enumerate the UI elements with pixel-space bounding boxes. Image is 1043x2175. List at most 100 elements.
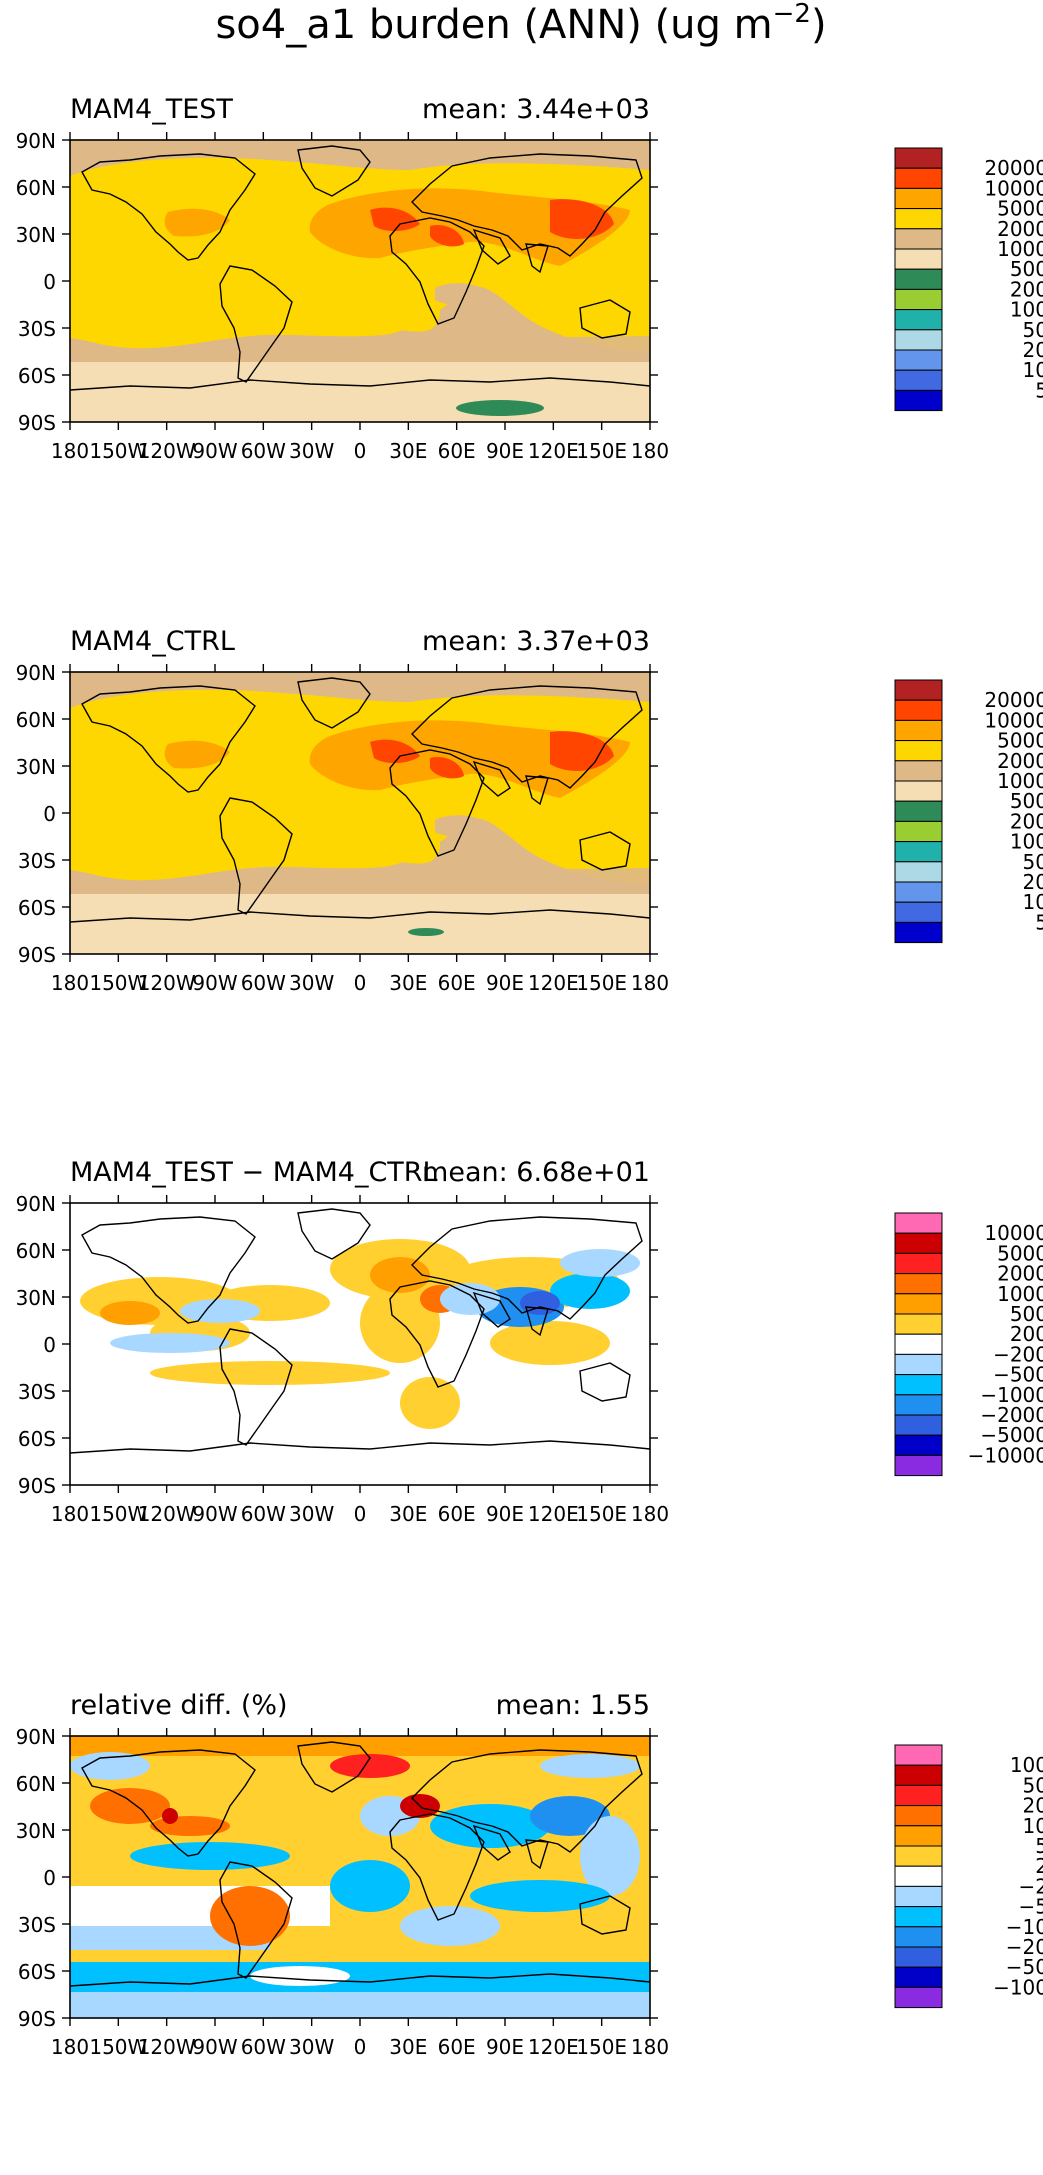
contour-field: [70, 1736, 650, 2018]
lon-tick-label: 90W: [192, 439, 237, 463]
lon-tick-label: 30W: [289, 971, 334, 995]
colorbar-label: 500: [1010, 1302, 1043, 1326]
colorbar-label: 20000: [984, 156, 1043, 180]
colorbar-label: 20000: [984, 688, 1043, 712]
colorbar-swatch: [894, 1744, 943, 1766]
colorbar-label: 5000: [997, 1241, 1043, 1265]
colorbar-label: 5: [1035, 910, 1043, 934]
lat-tick-label: 60S: [18, 1960, 56, 1984]
lon-tick-label: 60W: [241, 1502, 286, 1526]
panel-mean: mean: 3.37e+03: [422, 626, 650, 657]
contour-field: [70, 1203, 650, 1485]
lon-tick-label: 120E: [528, 1502, 579, 1526]
colorbar-swatch: [894, 1454, 943, 1477]
colorbar-swatch: [894, 1764, 943, 1786]
contour-field: [70, 140, 650, 422]
lon-tick-label: 120W: [138, 971, 196, 995]
colorbar-swatch: [894, 1252, 943, 1275]
colorbar-swatch: [894, 1784, 943, 1807]
lon-tick-label: 150W: [89, 971, 147, 995]
colorbar-swatch: [894, 329, 943, 351]
colorbar-label: 1000: [997, 237, 1043, 261]
colorbar-swatch: [894, 921, 943, 944]
colorbar-label: 1000: [997, 1282, 1043, 1306]
lon-tick-label: 180: [631, 2035, 669, 2059]
colorbar-swatch: [894, 1865, 943, 1887]
lat-tick-label: 0: [43, 270, 56, 294]
colorbar-label: −5000: [980, 1423, 1043, 1447]
lat-tick-label: 0: [43, 1866, 56, 1890]
panel-title: MAM4_TEST − MAM4_CTRL: [70, 1157, 438, 1188]
lon-tick-label: 30E: [389, 971, 427, 995]
colorbar-label: 200: [1010, 1322, 1043, 1346]
panel-title: MAM4_CTRL: [70, 626, 235, 657]
colorbar-label: 10000: [984, 176, 1043, 200]
colorbar-swatch: [894, 740, 943, 762]
colorbar-label: −1000: [980, 1383, 1043, 1407]
colorbar-swatch: [894, 389, 943, 412]
contour-field: [70, 672, 650, 954]
colorbar-swatch: [894, 288, 943, 311]
colorbar-label: 100: [1010, 830, 1043, 854]
panel-1: MAM4_TEST mean: 3.44e+03 90N 60N 30N 0 30S 60S 9…: [16, 94, 1043, 463]
colorbar-swatch: [894, 1353, 943, 1376]
colorbar-swatch: [894, 1885, 943, 1908]
colorbar-label: 10000: [984, 1221, 1043, 1245]
colorbar-swatch: [894, 1434, 943, 1456]
figure-title: so4_a1 burden (ANN) (ug m−2): [215, 0, 826, 48]
colorbar-swatch: [894, 248, 943, 270]
lat-tick-label: 90S: [18, 1474, 56, 1498]
lon-tick-label: 180: [631, 1502, 669, 1526]
colorbar-swatch: [894, 309, 943, 331]
colorbar-label: 5: [1035, 378, 1043, 402]
lat-tick-label: 60S: [18, 896, 56, 920]
colorbar-label: 20: [1023, 1794, 1043, 1818]
lon-tick-label: 180: [631, 971, 669, 995]
lon-tick-label: 30E: [389, 1502, 427, 1526]
colorbar-label: 200: [1010, 277, 1043, 301]
lat-tick-label: 30S: [18, 1380, 56, 1404]
lat-tick-label: 30S: [18, 849, 56, 873]
colorbar-label: −5: [1019, 1895, 1043, 1919]
colorbar-swatch: [894, 1212, 943, 1234]
lat-tick-label: 30N: [16, 1286, 56, 1310]
colorbar-swatch: [894, 881, 943, 903]
panel-title: relative diff. (%): [70, 1690, 288, 1721]
lat-tick-label: 60N: [16, 176, 56, 200]
colorbar-swatch: [894, 1926, 943, 1948]
colorbar-swatch: [894, 369, 943, 391]
colorbar-label: 2000: [997, 1262, 1043, 1286]
lat-tick-label: 0: [43, 802, 56, 826]
colorbar-swatch: [894, 167, 943, 189]
lon-tick-label: 120E: [528, 971, 579, 995]
lon-tick-label: 90E: [486, 2035, 524, 2059]
colorbar-label: 2000: [997, 217, 1043, 241]
lat-tick-label: 90S: [18, 943, 56, 967]
colorbar-swatch: [894, 1414, 943, 1436]
colorbar-swatch: [894, 901, 943, 923]
lon-tick-label: 60W: [241, 439, 286, 463]
colorbar-label: −500: [993, 1363, 1043, 1387]
lat-tick-label: 60N: [16, 1239, 56, 1263]
colorbar-label: 500: [1010, 257, 1043, 281]
colorbar-label: −100: [993, 1975, 1043, 1999]
colorbar: 10000500020001000500200−200−500−1000−200…: [894, 1212, 1043, 1477]
colorbar-label: −10: [1006, 1915, 1043, 1939]
colorbar-label: 200: [1010, 809, 1043, 833]
colorbar-swatch: [894, 1906, 943, 1928]
colorbar-swatch: [894, 699, 943, 721]
lon-tick-label: 60W: [241, 2035, 286, 2059]
colorbar-swatch: [894, 1313, 943, 1335]
lon-tick-label: 150E: [576, 1502, 627, 1526]
lon-tick-label: 180: [51, 439, 89, 463]
lon-tick-label: 180: [51, 2035, 89, 2059]
colorbar-swatch: [894, 861, 943, 883]
colorbar-label: 100: [1010, 1753, 1043, 1777]
lat-tick-label: 30N: [16, 755, 56, 779]
colorbar-label: 20: [1023, 338, 1043, 362]
colorbar-swatch: [894, 1966, 943, 1988]
